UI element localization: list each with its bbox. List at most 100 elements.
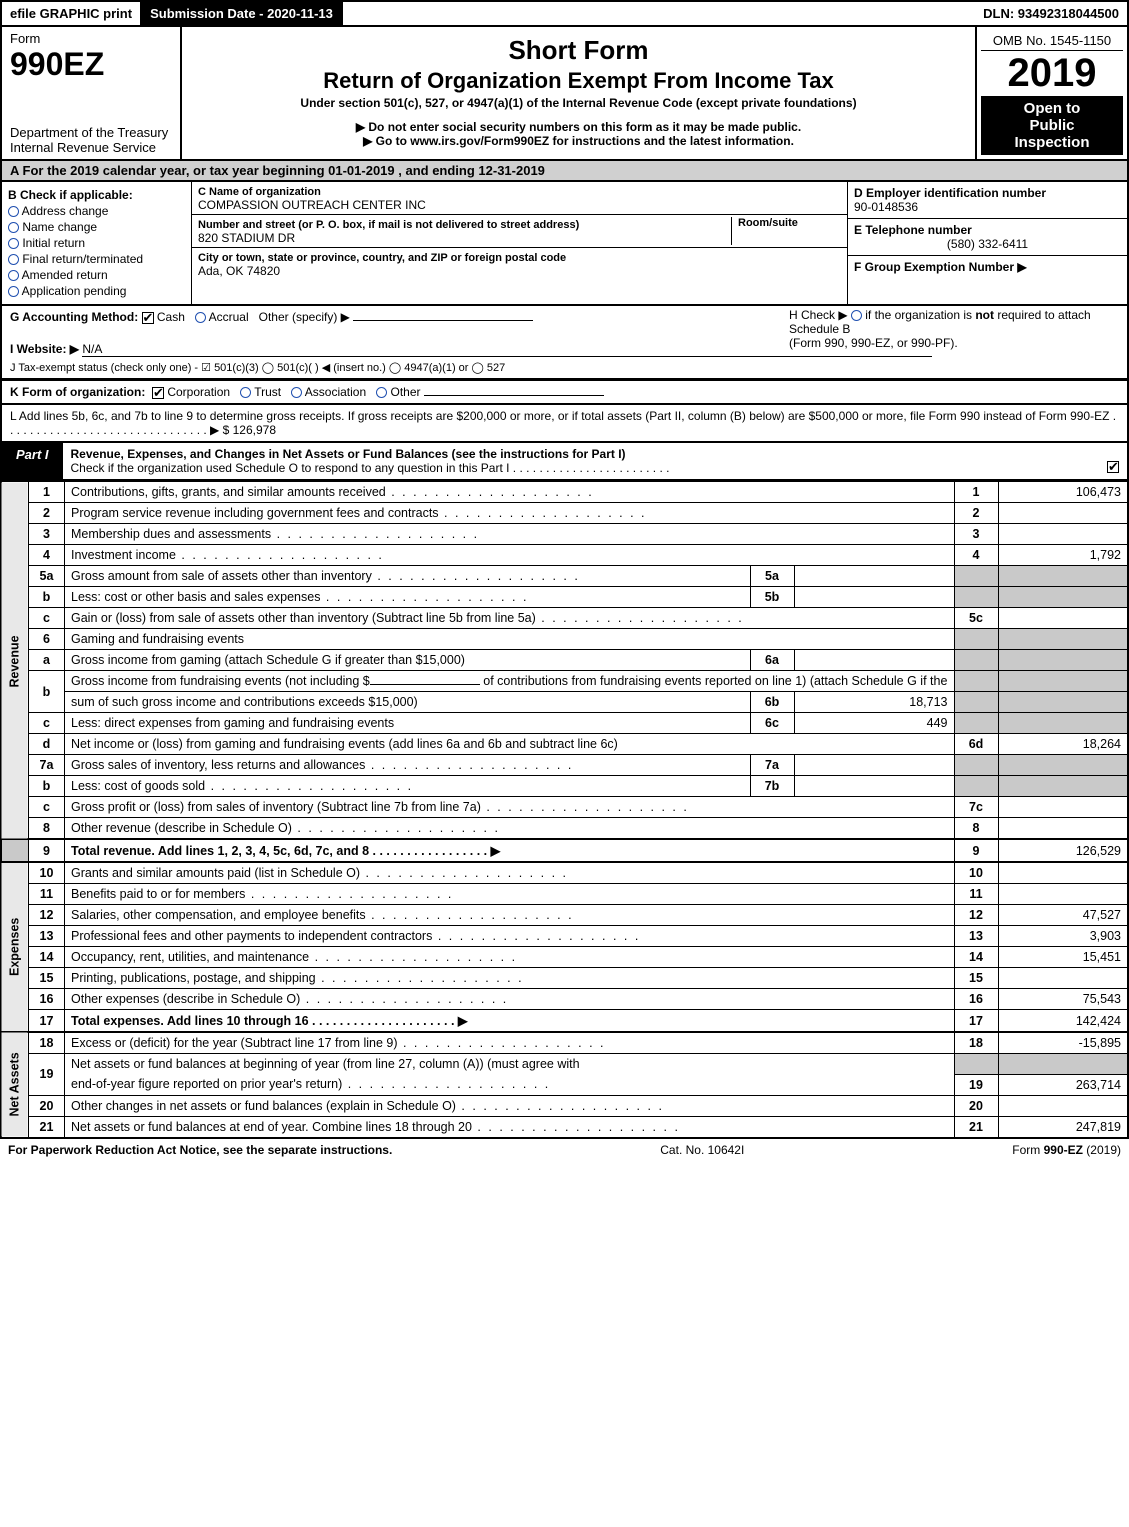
submission-date: Submission Date - 2020-11-13 bbox=[142, 2, 343, 25]
g-label: G Accounting Method: bbox=[10, 310, 138, 324]
grey-cell bbox=[954, 650, 998, 671]
row-code: 19 bbox=[954, 1074, 998, 1095]
row-code: 2 bbox=[954, 503, 998, 524]
row-num: d bbox=[29, 734, 65, 755]
part1-title-block: Revenue, Expenses, and Changes in Net As… bbox=[63, 443, 1127, 479]
chk-final-return[interactable] bbox=[8, 254, 19, 265]
row-code: 20 bbox=[954, 1095, 998, 1116]
grey-cell bbox=[998, 650, 1128, 671]
row-desc: Less: direct expenses from gaming and fu… bbox=[65, 713, 751, 734]
table-row: 8Other revenue (describe in Schedule O)8 bbox=[1, 818, 1128, 840]
chk-corporation[interactable] bbox=[152, 387, 164, 399]
row-code: 5b bbox=[750, 587, 794, 608]
addr-label: Number and street (or P. O. box, if mail… bbox=[198, 219, 579, 231]
row-desc: Investment income bbox=[65, 545, 955, 566]
chk-name-change[interactable] bbox=[8, 222, 19, 233]
city-label: City or town, state or province, country… bbox=[198, 252, 566, 264]
table-row: sum of such gross income and contributio… bbox=[1, 692, 1128, 713]
line-j: J Tax-exempt status (check only one) - ☑… bbox=[10, 361, 1119, 374]
chk-address-change[interactable] bbox=[8, 206, 19, 217]
table-row: cGain or (loss) from sale of assets othe… bbox=[1, 608, 1128, 629]
part1-tag: Part I bbox=[2, 443, 63, 479]
chk-initial-return[interactable] bbox=[8, 238, 19, 249]
row-code: 13 bbox=[954, 926, 998, 947]
row-amt bbox=[998, 608, 1128, 629]
row-amt: 18,713 bbox=[794, 692, 954, 713]
line-k: K Form of organization: Corporation Trus… bbox=[0, 380, 1129, 405]
group-exemption-label: F Group Exemption Number ▶ bbox=[854, 260, 1027, 274]
goto-link[interactable]: Go to www.irs.gov/Form990EZ for instruct… bbox=[188, 134, 969, 148]
row-desc: Printing, publications, postage, and shi… bbox=[65, 968, 955, 989]
other-org-input[interactable] bbox=[424, 395, 604, 396]
row-amt bbox=[998, 1095, 1128, 1116]
l-amount: $ 126,978 bbox=[223, 423, 276, 437]
row-num: 8 bbox=[29, 818, 65, 840]
grey-cell bbox=[998, 713, 1128, 734]
row-code: 21 bbox=[954, 1116, 998, 1138]
chk-schedule-o[interactable] bbox=[1107, 461, 1119, 473]
grey-cell bbox=[998, 629, 1128, 650]
grey-cell bbox=[954, 776, 998, 797]
row-desc: Less: cost of goods sold bbox=[65, 776, 751, 797]
phone-label: E Telephone number bbox=[854, 223, 972, 237]
under-section: Under section 501(c), 527, or 4947(a)(1)… bbox=[188, 96, 969, 110]
row-num: 3 bbox=[29, 524, 65, 545]
room-suite-label: Room/suite bbox=[731, 217, 841, 245]
box-c: C Name of organization COMPASSION OUTREA… bbox=[192, 182, 847, 304]
row-num: 2 bbox=[29, 503, 65, 524]
table-row: 4Investment income41,792 bbox=[1, 545, 1128, 566]
row-desc: Grants and similar amounts paid (list in… bbox=[65, 862, 955, 884]
table-row: 20Other changes in net assets or fund ba… bbox=[1, 1095, 1128, 1116]
grey-cell bbox=[954, 629, 998, 650]
chk-app-pending[interactable] bbox=[8, 286, 19, 297]
h-pre: H Check ▶ bbox=[789, 308, 848, 322]
table-row: bLess: cost of goods sold7b bbox=[1, 776, 1128, 797]
grey-cell bbox=[954, 671, 998, 692]
inspect2: Public bbox=[1029, 117, 1074, 134]
chk-other-org[interactable] bbox=[376, 387, 387, 398]
chk-amended[interactable] bbox=[8, 270, 19, 281]
table-row: 16Other expenses (describe in Schedule O… bbox=[1, 989, 1128, 1010]
grey-cell bbox=[954, 692, 998, 713]
row-num: 10 bbox=[29, 862, 65, 884]
box-def: D Employer identification number 90-0148… bbox=[847, 182, 1127, 304]
table-row: 15Printing, publications, postage, and s… bbox=[1, 968, 1128, 989]
contrib-input[interactable] bbox=[370, 684, 480, 685]
row-code: 1 bbox=[954, 482, 998, 503]
ein-label: D Employer identification number bbox=[854, 186, 1046, 200]
table-row: bGross income from fundraising events (n… bbox=[1, 671, 1128, 692]
row-amt: 3,903 bbox=[998, 926, 1128, 947]
line-a-tax-year: A For the 2019 calendar year, or tax yea… bbox=[0, 161, 1129, 182]
table-row: 6Gaming and fundraising events bbox=[1, 629, 1128, 650]
table-row: Expenses 10Grants and similar amounts pa… bbox=[1, 862, 1128, 884]
row-num: a bbox=[29, 650, 65, 671]
ssn-warning: Do not enter social security numbers on … bbox=[188, 120, 969, 134]
row-amt: 106,473 bbox=[998, 482, 1128, 503]
row-desc: Net assets or fund balances at beginning… bbox=[65, 1054, 955, 1075]
chk-trust[interactable] bbox=[240, 387, 251, 398]
other-method-input[interactable] bbox=[353, 320, 533, 321]
row-amt: 449 bbox=[794, 713, 954, 734]
row-amt: 75,543 bbox=[998, 989, 1128, 1010]
lines-ghij: G Accounting Method: Cash Accrual Other … bbox=[0, 306, 1129, 380]
chk-association[interactable] bbox=[291, 387, 302, 398]
row-code: 11 bbox=[954, 884, 998, 905]
chk-accrual[interactable] bbox=[195, 312, 206, 323]
lbl-other-org: Other bbox=[391, 385, 421, 399]
row-code: 7b bbox=[750, 776, 794, 797]
row-desc: Professional fees and other payments to … bbox=[65, 926, 955, 947]
chk-cash[interactable] bbox=[142, 312, 154, 324]
table-row: 19Net assets or fund balances at beginni… bbox=[1, 1054, 1128, 1075]
omb: OMB No. 1545-1150 bbox=[981, 31, 1123, 51]
chk-schedule-b[interactable] bbox=[851, 310, 862, 321]
form-word: Form bbox=[10, 31, 172, 46]
efile-label: efile GRAPHIC print bbox=[2, 2, 142, 25]
table-row: dNet income or (loss) from gaming and fu… bbox=[1, 734, 1128, 755]
grey-cell bbox=[998, 566, 1128, 587]
row-desc: Other revenue (describe in Schedule O) bbox=[65, 818, 955, 840]
row-code: 5c bbox=[954, 608, 998, 629]
row-num: c bbox=[29, 797, 65, 818]
row-amt bbox=[794, 755, 954, 776]
row-desc-1: Gross income from fundraising events (no… bbox=[71, 674, 370, 688]
identity-block: B Check if applicable: Address change Na… bbox=[0, 182, 1129, 306]
